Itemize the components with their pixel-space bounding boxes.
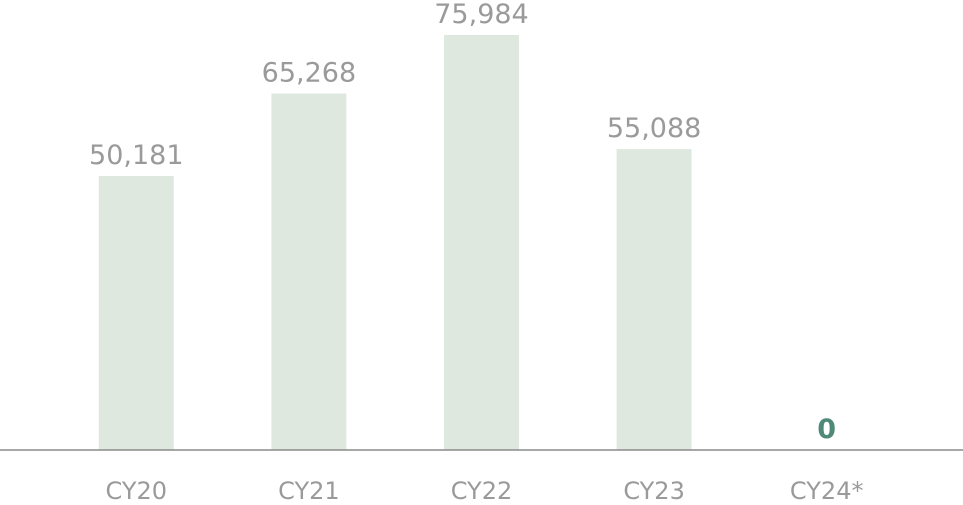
bar [616,149,692,450]
x-tick-label: CY24* [790,477,864,505]
value-label: 0 [817,414,836,445]
value-label: 75,984 [434,0,528,30]
bar [271,93,347,451]
value-label: 55,088 [607,113,701,144]
bar [444,35,519,450]
bar [98,175,174,451]
x-tick-label: CY21 [278,477,340,505]
value-label: 65,268 [262,58,356,89]
value-label: 50,181 [89,140,183,171]
x-tick-label: CY23 [623,477,685,505]
x-tick-label: CY22 [451,477,513,505]
x-tick-label: CY20 [106,477,168,505]
